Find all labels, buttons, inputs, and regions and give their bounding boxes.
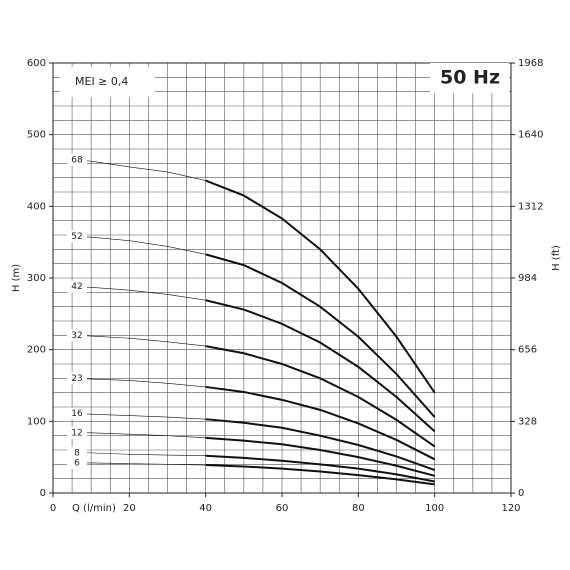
series-label: 52 [71,232,82,242]
x-axis-label: Q (l/min) [72,503,116,514]
series-label: 32 [71,331,82,341]
y-tick-label: 300 [27,273,46,284]
x-tick-label: 20 [123,503,136,514]
y-tick-label: 400 [27,201,46,212]
series-label-box [67,153,87,166]
annotation-box [430,63,509,93]
y-axis-label: H (m) [11,264,22,292]
y2-tick-label: 0 [518,488,524,499]
series-label-box [67,280,87,293]
curve-thin [72,413,206,420]
series-label-box [67,230,87,243]
y2-tick-label: 1968 [518,58,543,69]
series-label: 42 [71,282,82,292]
y2-axis-label: H (ft) [551,245,562,271]
y2-tick-label: 1640 [518,130,543,141]
series-label-box [67,372,87,385]
curve-operating [205,418,436,472]
y2-tick-label: 984 [518,273,537,284]
curve-operating [205,253,436,418]
curve-thin [72,462,206,466]
series-label: 8 [74,448,80,458]
x-tick-label: 40 [199,503,212,514]
series-label-box [67,407,87,420]
annotation-box [60,67,155,97]
series-label: 16 [71,409,83,419]
curve-operating [205,436,435,477]
curve-operating [205,464,435,486]
series-label-box [67,426,87,439]
series-label: 12 [71,428,82,438]
x-tick-label: 0 [50,503,56,514]
y2-tick-label: 328 [518,416,537,427]
curve-operating [205,345,436,448]
curve-thin [72,286,206,301]
x-tick-label: 100 [425,503,444,514]
y2-tick-label: 656 [518,345,537,356]
y-tick-label: 100 [27,416,46,427]
series-label-box [67,446,87,459]
curve-thin [72,452,206,457]
curve-thin [72,432,206,439]
curve-operating [205,454,435,483]
y2-tick-label: 1312 [518,201,543,212]
x-tick-label: 60 [276,503,289,514]
y-tick-label: 0 [40,488,46,499]
y-tick-label: 500 [27,130,46,141]
x-label-box [68,501,120,515]
series-label-box [67,456,87,469]
x-tick-label: 120 [501,503,520,514]
curve-thin [72,335,206,347]
curve-thin [72,236,206,255]
series-label: 68 [71,155,83,165]
annotation: MEI ≥ 0,4 [75,75,128,88]
annotation: 50 Hz [440,67,500,89]
curve-operating [205,385,436,461]
series-label: 23 [71,374,82,384]
y-tick-label: 600 [27,58,46,69]
y-tick-label: 200 [27,345,46,356]
series-label-box [67,329,87,342]
curve-thin [72,378,206,388]
series-label: 6 [74,458,80,468]
x-tick-label: 80 [352,503,365,514]
curve-operating [205,179,436,394]
curve-operating [205,299,436,433]
